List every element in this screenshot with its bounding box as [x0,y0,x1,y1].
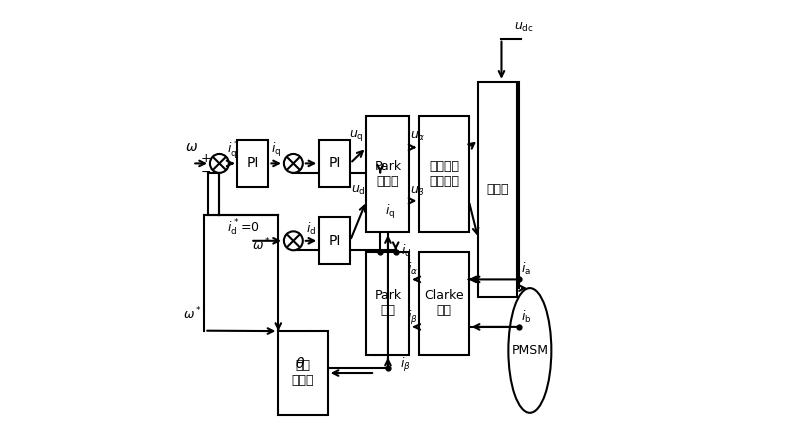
Bar [419,252,469,355]
Text: $i_\beta$: $i_\beta$ [400,356,410,375]
Text: $i_\mathrm{d}$: $i_\mathrm{d}$ [401,243,411,259]
Text: −: − [201,166,211,178]
Text: $u_\mathrm{d}$: $u_\mathrm{d}$ [351,184,366,197]
Text: Park
逆变换: Park 逆变换 [375,160,401,188]
Text: PMSM: PMSM [511,344,548,357]
Text: $i_\mathrm{q}^*$: $i_\mathrm{q}^*$ [227,138,239,161]
Text: PI: PI [328,157,341,170]
Bar [278,331,328,415]
Bar [238,140,268,187]
Text: Clarke
变换: Clarke 变换 [424,289,464,317]
Text: $u_\beta$: $u_\beta$ [410,184,426,199]
Text: $i_\beta$: $i_\beta$ [407,309,418,327]
Ellipse shape [509,288,551,413]
Text: 滑模
观测器: 滑模 观测器 [292,359,314,387]
Bar [319,140,350,187]
Text: $\theta$: $\theta$ [294,356,305,371]
Text: $i_\mathrm{d}$: $i_\mathrm{d}$ [305,221,316,237]
Circle shape [284,231,303,250]
Text: $\omega^*$: $\omega^*$ [183,306,202,322]
Text: Park
变换: Park 变换 [375,289,401,317]
Text: $u_\mathrm{dc}$: $u_\mathrm{dc}$ [514,22,534,34]
Text: $u_\mathrm{q}$: $u_\mathrm{q}$ [349,128,364,143]
Bar [419,116,469,232]
Bar [367,116,409,232]
Text: $i_\alpha$: $i_\alpha$ [406,261,418,277]
Circle shape [284,154,303,173]
Circle shape [210,154,229,173]
Text: 逆变器: 逆变器 [486,183,509,196]
Bar [367,252,409,355]
Text: $u_\alpha$: $u_\alpha$ [410,130,426,143]
Text: $i_\mathrm{a}$: $i_\mathrm{a}$ [521,261,531,277]
Text: PI: PI [328,234,341,248]
Text: $i_\mathrm{q}$: $i_\mathrm{q}$ [385,203,396,221]
Bar [319,217,350,264]
Text: 空间矢量
脉宽调制: 空间矢量 脉宽调制 [429,160,459,188]
Bar [478,82,517,297]
Text: $i_\mathrm{b}$: $i_\mathrm{b}$ [521,309,532,326]
Text: $i_\mathrm{q}$: $i_\mathrm{q}$ [271,141,281,160]
Text: $\omega^*$: $\omega^*$ [251,237,271,253]
Text: PI: PI [247,157,259,170]
Text: $\omega$: $\omega$ [185,140,198,154]
Text: +: + [201,152,211,165]
Text: $i_\mathrm{d}^*\!=\!0$: $i_\mathrm{d}^*\!=\!0$ [226,218,260,238]
